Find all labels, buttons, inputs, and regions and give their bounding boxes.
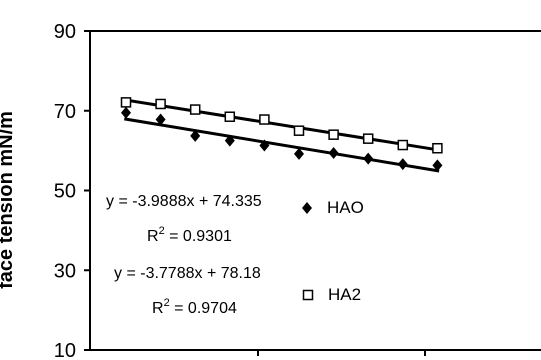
- point-hao: [432, 159, 443, 172]
- points: [120, 97, 443, 172]
- point-ha2: [189, 104, 201, 115]
- point-hao: [328, 147, 339, 160]
- point-hao: [224, 134, 235, 147]
- legend-label-ha2: HA2: [328, 285, 361, 304]
- r-squared-hao: R2 = 0.9301: [147, 225, 232, 245]
- point-ha2: [293, 125, 305, 136]
- r-squared-ha2: R2 = 0.9704: [152, 297, 237, 317]
- y-axis-label: face tension mN/m: [0, 111, 17, 289]
- point-ha2: [328, 129, 339, 140]
- point-ha2: [120, 97, 132, 108]
- point-hao: [190, 129, 201, 142]
- y-tick-label: 50: [54, 181, 76, 203]
- equation-ha2: y = -3.7788x + 78.18: [114, 265, 261, 282]
- legend-marker-hao: [302, 202, 312, 214]
- point-hao: [294, 147, 304, 160]
- trendline-ha2: [124, 98, 440, 152]
- y-tick-label: 70: [54, 101, 76, 123]
- trendline-equations: y = -3.9888x + 74.335 R2 = 0.9301 y = -3.7…: [106, 193, 262, 317]
- point-hao: [259, 139, 270, 152]
- point-hao: [155, 113, 166, 126]
- point-hao: [363, 152, 374, 165]
- y-tick-label: 90: [54, 21, 76, 43]
- trendlines: [124, 98, 440, 173]
- y-tick-label: 30: [54, 260, 76, 282]
- legend: HAO HA2: [302, 198, 364, 304]
- trendline-hao: [124, 117, 440, 173]
- point-hao: [121, 106, 131, 119]
- legend-marker-ha2: [302, 289, 314, 301]
- y-tick-label: 10: [54, 340, 76, 360]
- equation-hao: y = -3.9888x + 74.335: [106, 193, 262, 210]
- y-ticks: 10 30 50 70 90: [54, 21, 90, 360]
- point-ha2: [362, 133, 374, 144]
- point-ha2: [259, 114, 270, 125]
- point-ha2: [432, 142, 443, 154]
- point-ha2: [397, 139, 409, 151]
- point-ha2: [155, 98, 166, 110]
- point-hao: [397, 158, 408, 171]
- point-ha2: [224, 111, 236, 122]
- legend-label-hao: HAO: [327, 198, 364, 217]
